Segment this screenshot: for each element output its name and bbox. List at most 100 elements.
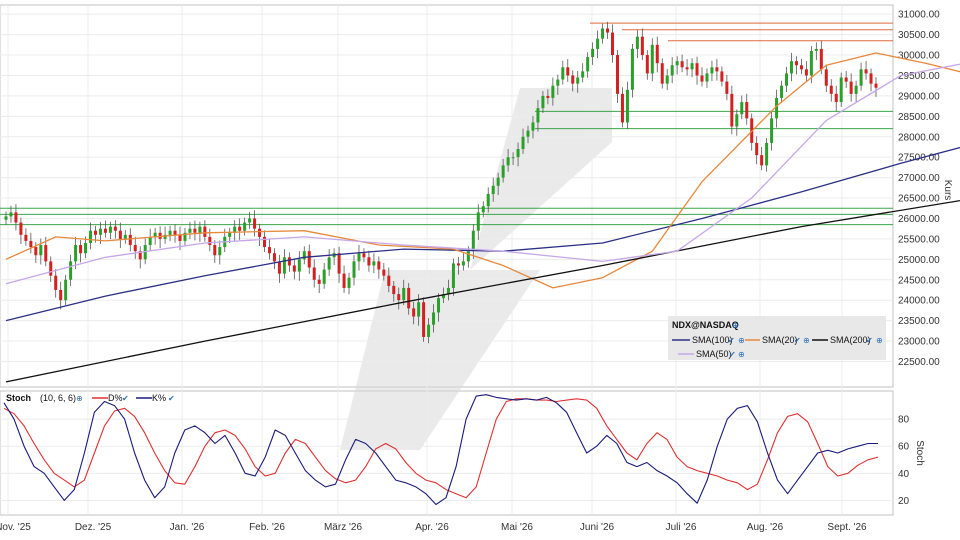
checkmark-icon[interactable]: ✔ xyxy=(794,336,801,345)
horizontal-levels xyxy=(0,22,893,226)
candle-body xyxy=(834,93,838,103)
candle-body xyxy=(471,230,475,252)
price-tick-label: 26000.00 xyxy=(898,214,940,225)
x-tick-label: Feb. '26 xyxy=(249,522,285,533)
candle-body xyxy=(34,247,38,256)
stoch-tick-label: 60 xyxy=(898,442,910,453)
candle-body xyxy=(89,230,93,243)
checkmark-icon[interactable]: ✔ xyxy=(729,350,736,359)
candle-body xyxy=(138,251,142,260)
price-tick-label: 24500.00 xyxy=(898,275,940,286)
candle-body xyxy=(54,275,58,290)
stoch-legend: Stoch (10, 6, 6) ⊕ D% ✔ K% ✔ xyxy=(6,393,175,403)
candle-body xyxy=(695,63,699,76)
legend-item-sma200: SMA(200) xyxy=(830,335,871,345)
globe-icon[interactable]: ⊕ xyxy=(803,336,810,345)
candle-body xyxy=(208,236,212,246)
candle-body xyxy=(108,226,112,233)
candle-body xyxy=(770,118,774,143)
candle-body xyxy=(854,85,858,94)
candle-body xyxy=(422,302,426,337)
checkmark-icon[interactable]: ✔ xyxy=(866,336,873,345)
candle-body xyxy=(586,57,590,72)
candle-body xyxy=(591,48,595,58)
candle-body xyxy=(437,298,441,313)
stoch-title: Stoch xyxy=(6,393,31,403)
candle-body xyxy=(615,55,619,94)
checkmark-icon[interactable]: ✔ xyxy=(122,394,129,403)
candle-body xyxy=(253,218,257,229)
candle-body xyxy=(620,93,624,123)
price-tick-label: 23000.00 xyxy=(898,337,940,348)
candle-body xyxy=(869,73,873,84)
candle-body xyxy=(49,261,53,276)
globe-icon[interactable]: ⊕ xyxy=(738,336,745,345)
candle-body xyxy=(645,55,649,74)
globe-icon[interactable]: ⊕ xyxy=(732,321,739,330)
price-tick-label: 28500.00 xyxy=(898,112,940,123)
candle-body xyxy=(526,130,530,137)
candle-body xyxy=(809,50,813,76)
stoch-lines xyxy=(3,394,879,506)
candle-body xyxy=(705,73,709,82)
candle-body xyxy=(357,253,361,262)
candle-body xyxy=(536,108,540,123)
candle-body xyxy=(372,261,376,266)
candle-body xyxy=(133,245,137,252)
legend-title: NDX@NASDAQ xyxy=(672,320,739,330)
candle-body xyxy=(690,63,694,70)
candle-body xyxy=(123,234,127,239)
candle-body xyxy=(476,212,480,231)
candle-body xyxy=(660,63,664,84)
candle-body xyxy=(377,261,381,270)
candle-body xyxy=(715,67,719,72)
candle-body xyxy=(69,261,73,280)
candle-body xyxy=(531,122,535,131)
stoch-tick-label: 20 xyxy=(898,496,910,507)
candle-body xyxy=(93,230,97,235)
candle-body xyxy=(153,232,157,237)
candle-body xyxy=(785,73,789,86)
candle-body xyxy=(282,257,286,274)
candle-body xyxy=(640,36,644,56)
price-tick-label: 25500.00 xyxy=(898,234,940,245)
candle-body xyxy=(317,279,321,284)
candle-body xyxy=(601,28,605,39)
candle-body xyxy=(849,81,853,94)
candlesticks xyxy=(4,21,878,344)
candle-body xyxy=(740,102,744,115)
x-axis: Nov. '25 Dez. '25 Jan. '26 Feb. '26 März '26… xyxy=(0,522,867,533)
candle-body xyxy=(213,245,217,256)
price-tick-label: 26500.00 xyxy=(898,194,940,205)
stoch-tick-label: 80 xyxy=(898,415,910,426)
globe-icon[interactable]: ⊕ xyxy=(876,336,883,345)
candle-body xyxy=(511,157,515,159)
globe-icon[interactable]: ⊕ xyxy=(76,394,83,403)
candle-body xyxy=(635,36,639,49)
candle-body xyxy=(665,75,669,84)
candle-body xyxy=(183,232,187,241)
candle-body xyxy=(74,245,78,262)
globe-icon[interactable]: ⊕ xyxy=(738,350,745,359)
price-tick-label: 29000.00 xyxy=(898,91,940,102)
candle-body xyxy=(84,242,88,254)
candle-body xyxy=(367,257,371,266)
candle-body xyxy=(248,218,252,223)
candle-body xyxy=(118,230,122,239)
stoch-grid xyxy=(0,418,893,501)
checkmark-icon[interactable]: ✔ xyxy=(168,394,175,403)
candle-body xyxy=(9,212,13,217)
checkmark-icon[interactable]: ✔ xyxy=(728,336,735,345)
candle-body xyxy=(198,226,202,233)
x-tick-label: Mai '26 xyxy=(501,522,533,533)
candle-body xyxy=(700,75,704,82)
candle-body xyxy=(327,257,331,270)
candle-body xyxy=(859,69,863,86)
candle-body xyxy=(799,65,803,70)
candle-body xyxy=(362,253,366,258)
candle-body xyxy=(561,67,565,80)
candle-body xyxy=(839,77,843,103)
legend-box xyxy=(668,316,886,360)
candle-body xyxy=(337,253,341,274)
